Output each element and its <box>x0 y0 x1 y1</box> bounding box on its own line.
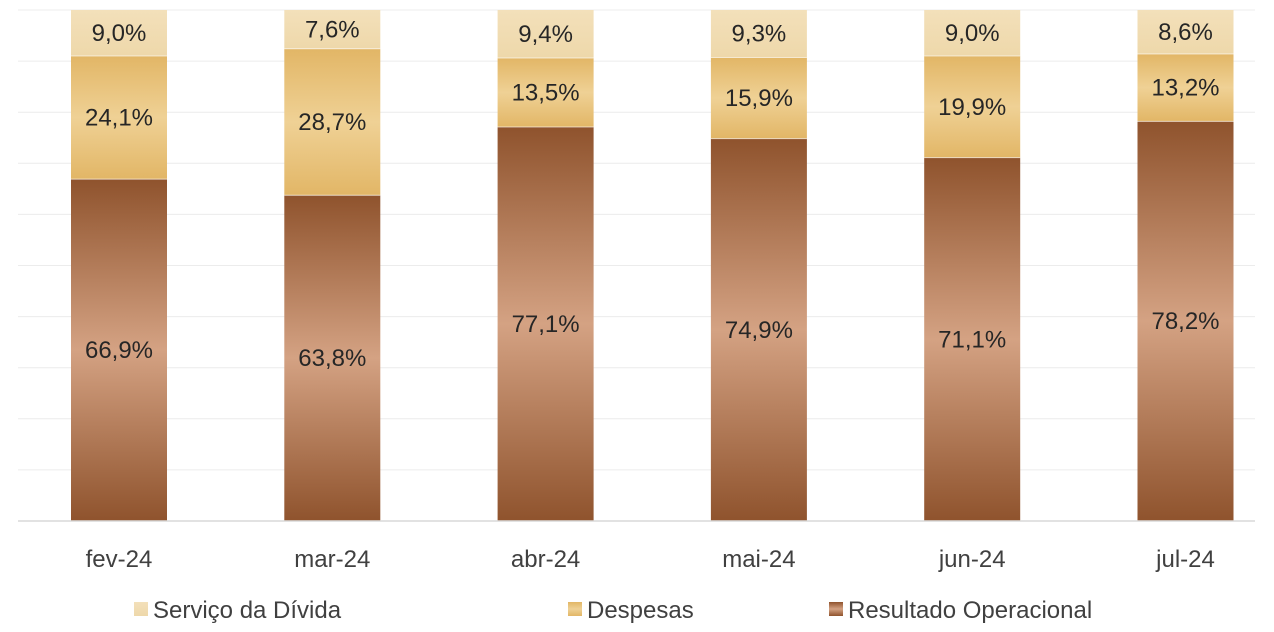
data-label-resultado-operacional-fev-24: 66,9% <box>85 337 153 364</box>
x-tick-label: mar-24 <box>294 546 370 573</box>
legend-label-despesas: Despesas <box>587 597 694 624</box>
data-label-servico-da-divida-abr-24: 9,4% <box>518 21 573 48</box>
data-label-resultado-operacional-jul-24: 78,2% <box>1151 308 1219 335</box>
bar-despesas-abr-24 <box>497 58 594 128</box>
data-label-resultado-operacional-jun-24: 71,1% <box>938 326 1006 353</box>
x-tick-label: mai-24 <box>722 546 795 573</box>
x-tick-label: abr-24 <box>511 546 580 573</box>
bar-resultado-operacional-jun-24 <box>924 157 1021 521</box>
bar-despesas-mai-24 <box>710 57 807 139</box>
bar-servico-da-divida-fev-24 <box>71 10 167 56</box>
gridlines <box>18 9 1255 471</box>
legend: Serviço da Dívida Despesas Resultado Opera… <box>134 597 1092 624</box>
bar-despesas-fev-24 <box>71 55 167 180</box>
data-label-servico-da-divida-mai-24: 9,3% <box>732 21 787 48</box>
x-tick-label: fev-24 <box>86 546 153 573</box>
bar-resultado-operacional-mar-24 <box>284 195 381 522</box>
legend-swatch-despesas <box>568 602 582 616</box>
bar-servico-da-divida-mai-24 <box>710 10 807 58</box>
bar-resultado-operacional-fev-24 <box>71 179 167 522</box>
data-label-despesas-mai-24: 15,9% <box>725 85 793 112</box>
data-label-despesas-fev-24: 24,1% <box>85 105 153 132</box>
bar-despesas-mar-24 <box>284 48 381 196</box>
legend-label-servico-da-divida: Serviço da Dívida <box>153 597 342 624</box>
legend-label-resultado-operacional: Resultado Operacional <box>848 597 1092 624</box>
data-label-resultado-operacional-mar-24: 63,8% <box>298 345 366 372</box>
bar-servico-da-divida-mar-24 <box>284 10 381 49</box>
legend-swatch-resultado-operacional <box>829 602 843 616</box>
data-label-despesas-abr-24: 13,5% <box>512 80 580 107</box>
bar-servico-da-divida-jul-24 <box>1137 10 1234 54</box>
data-label-resultado-operacional-abr-24: 77,1% <box>512 311 580 338</box>
bar-despesas-jun-24 <box>924 55 1021 158</box>
data-label-servico-da-divida-mar-24: 7,6% <box>305 16 360 43</box>
x-tick-label: jul-24 <box>1155 546 1215 573</box>
bar-resultado-operacional-jul-24 <box>1137 121 1234 521</box>
bar-servico-da-divida-jun-24 <box>924 10 1021 56</box>
bar-despesas-jul-24 <box>1137 53 1234 122</box>
data-label-despesas-jun-24: 19,9% <box>938 94 1006 121</box>
data-label-despesas-mar-24: 28,7% <box>298 109 366 136</box>
legend-swatch-servico-da-divida <box>134 602 148 616</box>
data-label-servico-da-divida-fev-24: 9,0% <box>92 20 147 47</box>
bar-resultado-operacional-abr-24 <box>497 127 594 522</box>
data-label-servico-da-divida-jun-24: 9,0% <box>945 20 1000 47</box>
data-label-despesas-jul-24: 13,2% <box>1151 75 1219 102</box>
bar-resultado-operacional-mai-24 <box>710 138 807 521</box>
data-label-servico-da-divida-jul-24: 8,6% <box>1158 19 1213 46</box>
data-label-resultado-operacional-mai-24: 74,9% <box>725 317 793 344</box>
bars: 66,9% 24,1% 9,0% 63,8% 28,7% 7,6% 77,1% 13,5% 9,… <box>71 10 1234 522</box>
x-tick-label: jun-24 <box>938 546 1006 573</box>
x-tick-labels: fev-24 mar-24 abr-24 mai-24 jun-24 jul-24 <box>86 546 1215 573</box>
bar-servico-da-divida-abr-24 <box>497 10 594 59</box>
